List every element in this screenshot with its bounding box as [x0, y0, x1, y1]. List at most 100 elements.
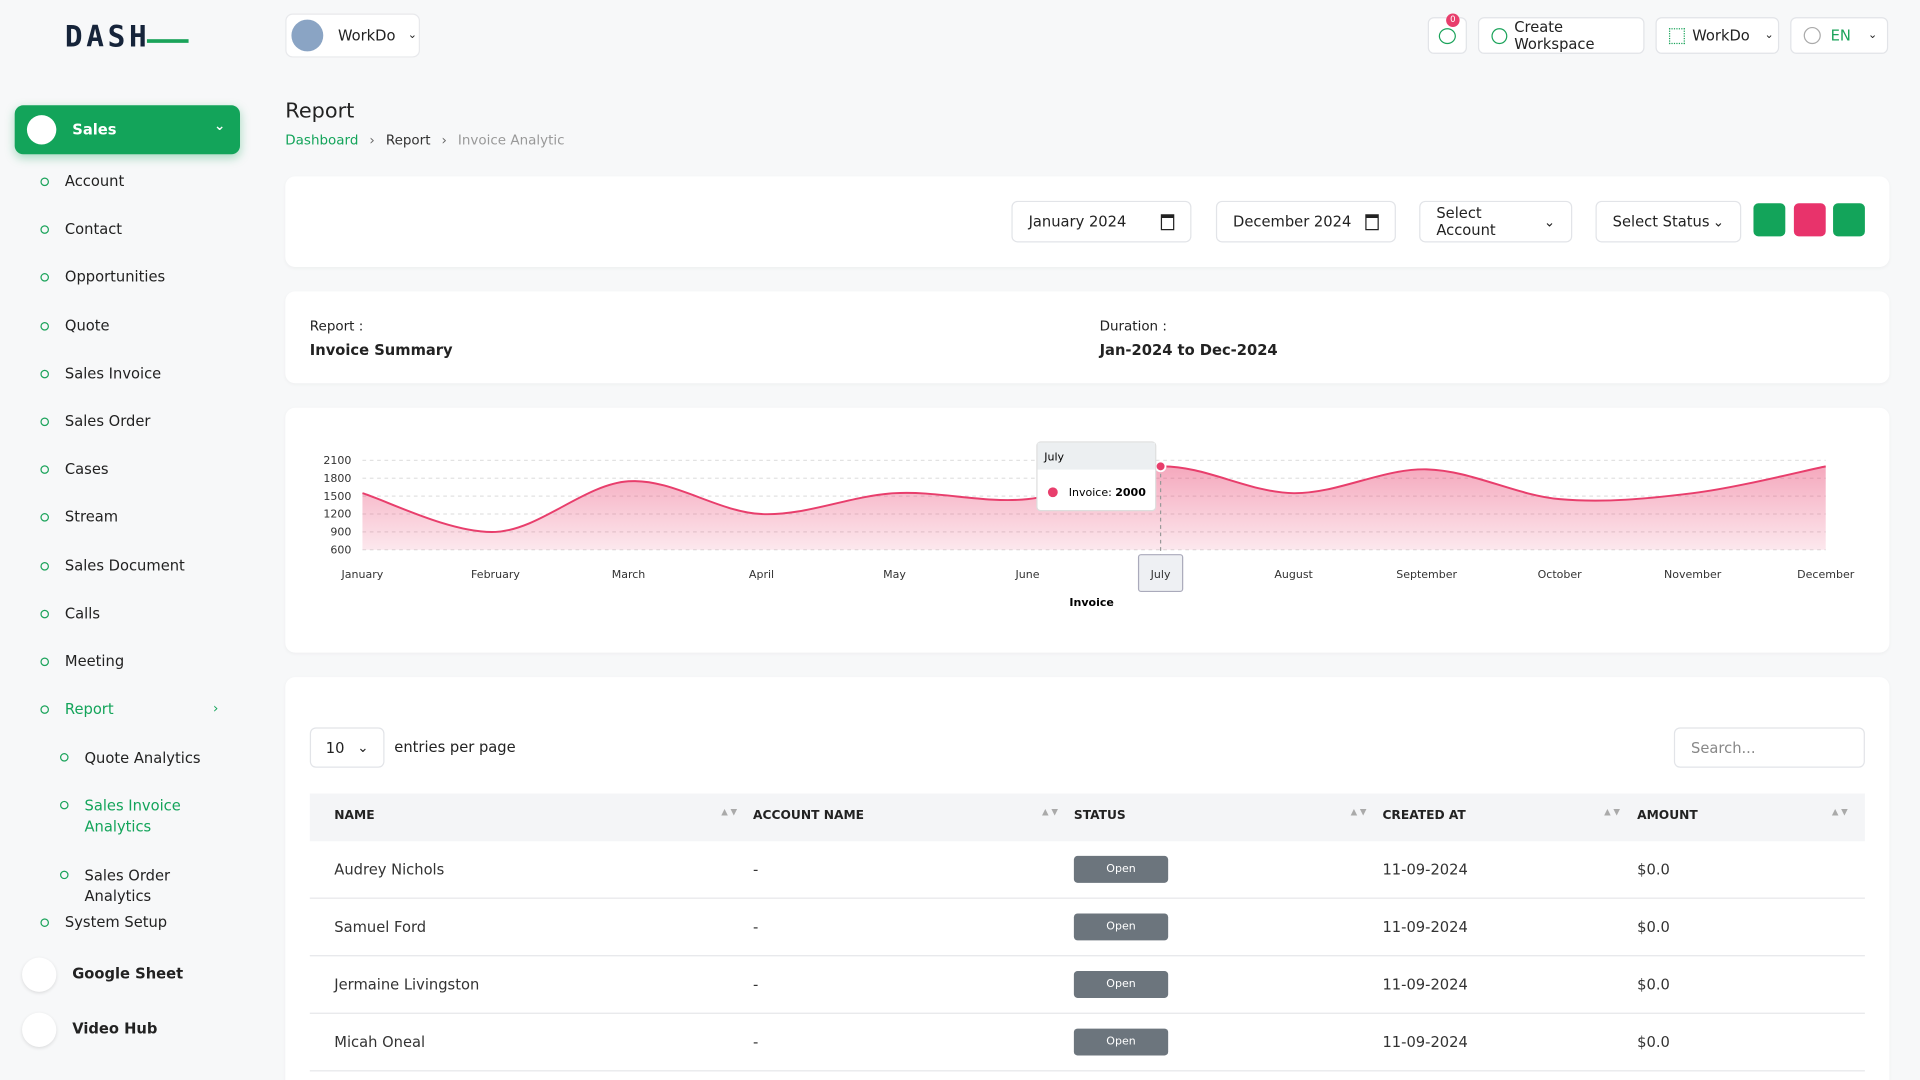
crumb: Invoice Analytic: [457, 132, 565, 149]
tooltip-marker: [1047, 487, 1058, 498]
x-tick-label: July: [1150, 568, 1171, 581]
search-button[interactable]: [1753, 203, 1786, 237]
cell: 11-09-2024: [1382, 1033, 1468, 1051]
caret: ⌄: [357, 739, 369, 756]
sidebar-link[interactable]: Contact: [64, 220, 123, 238]
bullet: [40, 225, 49, 235]
sidebar-link[interactable]: Sales Document: [64, 556, 185, 574]
tooltip-value: 2000: [1115, 486, 1146, 499]
point: [1154, 460, 1167, 473]
y-tick-label: 1500: [323, 490, 351, 503]
status-badge: Open: [1073, 971, 1169, 998]
user-menu[interactable]: WorkDo ⌄: [1655, 17, 1780, 54]
create-label: Create Workspace: [1514, 18, 1595, 53]
sales-menu[interactable]: Sales ⌄: [14, 105, 241, 155]
crumb[interactable]: Report: [385, 132, 431, 149]
x-tick-label: August: [1274, 568, 1313, 581]
y-tick-label: 900: [330, 526, 351, 539]
sidebar-link[interactable]: Cases: [64, 460, 109, 478]
column-header[interactable]: AMOUNT: [1637, 809, 1698, 823]
breadcrumb: Dashboard › Report › Invoice Analytic: [285, 132, 564, 148]
sort-icon[interactable]: ▲ ▼: [1604, 806, 1621, 817]
cell: $0.0: [1637, 860, 1670, 878]
sidebar-link[interactable]: Calls: [64, 604, 100, 622]
bullet: [40, 465, 49, 475]
bullet: [40, 417, 49, 427]
x-axis-title: Invoice: [1069, 596, 1113, 609]
sidebar-app[interactable]: Google Sheet: [72, 964, 184, 983]
sort-icon[interactable]: ▲ ▼: [1831, 806, 1848, 817]
cell: -: [753, 975, 759, 994]
bullet: [40, 561, 49, 571]
sidebar-link-active[interactable]: Report: [64, 700, 114, 718]
chart: 600 900 1200 1500 1800 2100 January February Mar…: [323, 441, 1855, 609]
language-menu[interactable]: EN ⌄: [1790, 17, 1889, 54]
sidebar-link[interactable]: System Setup: [64, 913, 168, 931]
chevron: ›: [213, 700, 219, 717]
status-select[interactable]: Select Status ⌄: [1595, 200, 1742, 243]
column-header[interactable]: ACCOUNT NAME: [753, 809, 865, 823]
bullet: [60, 870, 69, 880]
sidebar-link[interactable]: Meeting: [64, 652, 125, 670]
sort-icon[interactable]: ▲ ▼: [1042, 806, 1058, 817]
sidebar-sublink[interactable]: Quote Analytics: [84, 749, 201, 767]
bullet: [60, 753, 69, 762]
row-divider: [309, 1012, 1865, 1014]
placeholder: Search...: [1691, 738, 1756, 757]
x-tick-label: February: [471, 568, 520, 581]
field-text: January 2024: [1028, 213, 1127, 231]
sidebar-sublink[interactable]: Sales Order Analytics: [84, 866, 171, 905]
sort-icon[interactable]: ▲ ▼: [1350, 806, 1367, 817]
status-badge: Open: [1073, 913, 1169, 941]
sidebar-link[interactable]: Account: [64, 172, 125, 190]
workspace-switch[interactable]: WorkDo ⌄: [285, 13, 421, 58]
sidebar-app[interactable]: Video Hub: [72, 1020, 158, 1038]
date-end[interactable]: December 2024: [1215, 200, 1396, 243]
workspace-avatar: [291, 19, 324, 52]
caret: ⌄: [1868, 29, 1878, 42]
label: Duration :: [1099, 318, 1167, 335]
column-header[interactable]: NAME: [334, 809, 375, 823]
cell: Samuel Ford: [334, 918, 427, 936]
bullet: [40, 369, 49, 379]
column-header[interactable]: STATUS: [1073, 809, 1126, 823]
bullet: [40, 513, 49, 523]
sidebar-link[interactable]: Stream: [64, 508, 119, 526]
messages-button[interactable]: 0: [1427, 13, 1467, 54]
create-workspace[interactable]: Create Workspace: [1477, 17, 1645, 54]
plus-icon: [1491, 27, 1507, 44]
sidebar-link[interactable]: Quote: [64, 316, 110, 334]
page-size: 10: [325, 738, 345, 757]
search-input[interactable]: Search...: [1673, 727, 1865, 768]
date-start[interactable]: January 2024: [1011, 200, 1192, 243]
tooltip-header: [1037, 442, 1156, 470]
sidebar-link[interactable]: Sales Invoice: [64, 364, 162, 382]
bullet: [40, 918, 49, 927]
reset-button[interactable]: [1793, 203, 1826, 237]
bullet: [40, 657, 49, 667]
cell: Micah Oneal: [334, 1033, 426, 1051]
logo: DASH: [64, 19, 151, 54]
cell: -: [753, 918, 759, 936]
bullet: [40, 273, 49, 283]
bullet: [40, 177, 49, 187]
account-select[interactable]: Select Account ⌄: [1419, 200, 1573, 243]
sidebar-link[interactable]: Sales Order: [64, 412, 151, 430]
sidebar-sublink[interactable]: Sales Invoice Analytics: [84, 797, 181, 836]
y-tick-label: 1800: [323, 472, 351, 485]
bullet: [40, 321, 49, 331]
row-divider: [309, 955, 1865, 957]
crumb[interactable]: Dashboard: [285, 132, 359, 149]
sort-icon[interactable]: ▲ ▼: [721, 806, 738, 817]
lang: EN: [1830, 26, 1851, 45]
logo-bar: [146, 39, 189, 43]
cell: 11-09-2024: [1382, 918, 1468, 936]
column-header[interactable]: CREATED AT: [1382, 809, 1466, 823]
cell: $0.0: [1637, 1033, 1670, 1051]
row-divider: [309, 897, 1865, 899]
user-name: WorkDo: [1692, 26, 1750, 45]
page-size-select[interactable]: 10 ⌄: [309, 727, 385, 768]
export-button[interactable]: [1833, 203, 1865, 237]
sidebar-link[interactable]: Opportunities: [64, 268, 166, 286]
